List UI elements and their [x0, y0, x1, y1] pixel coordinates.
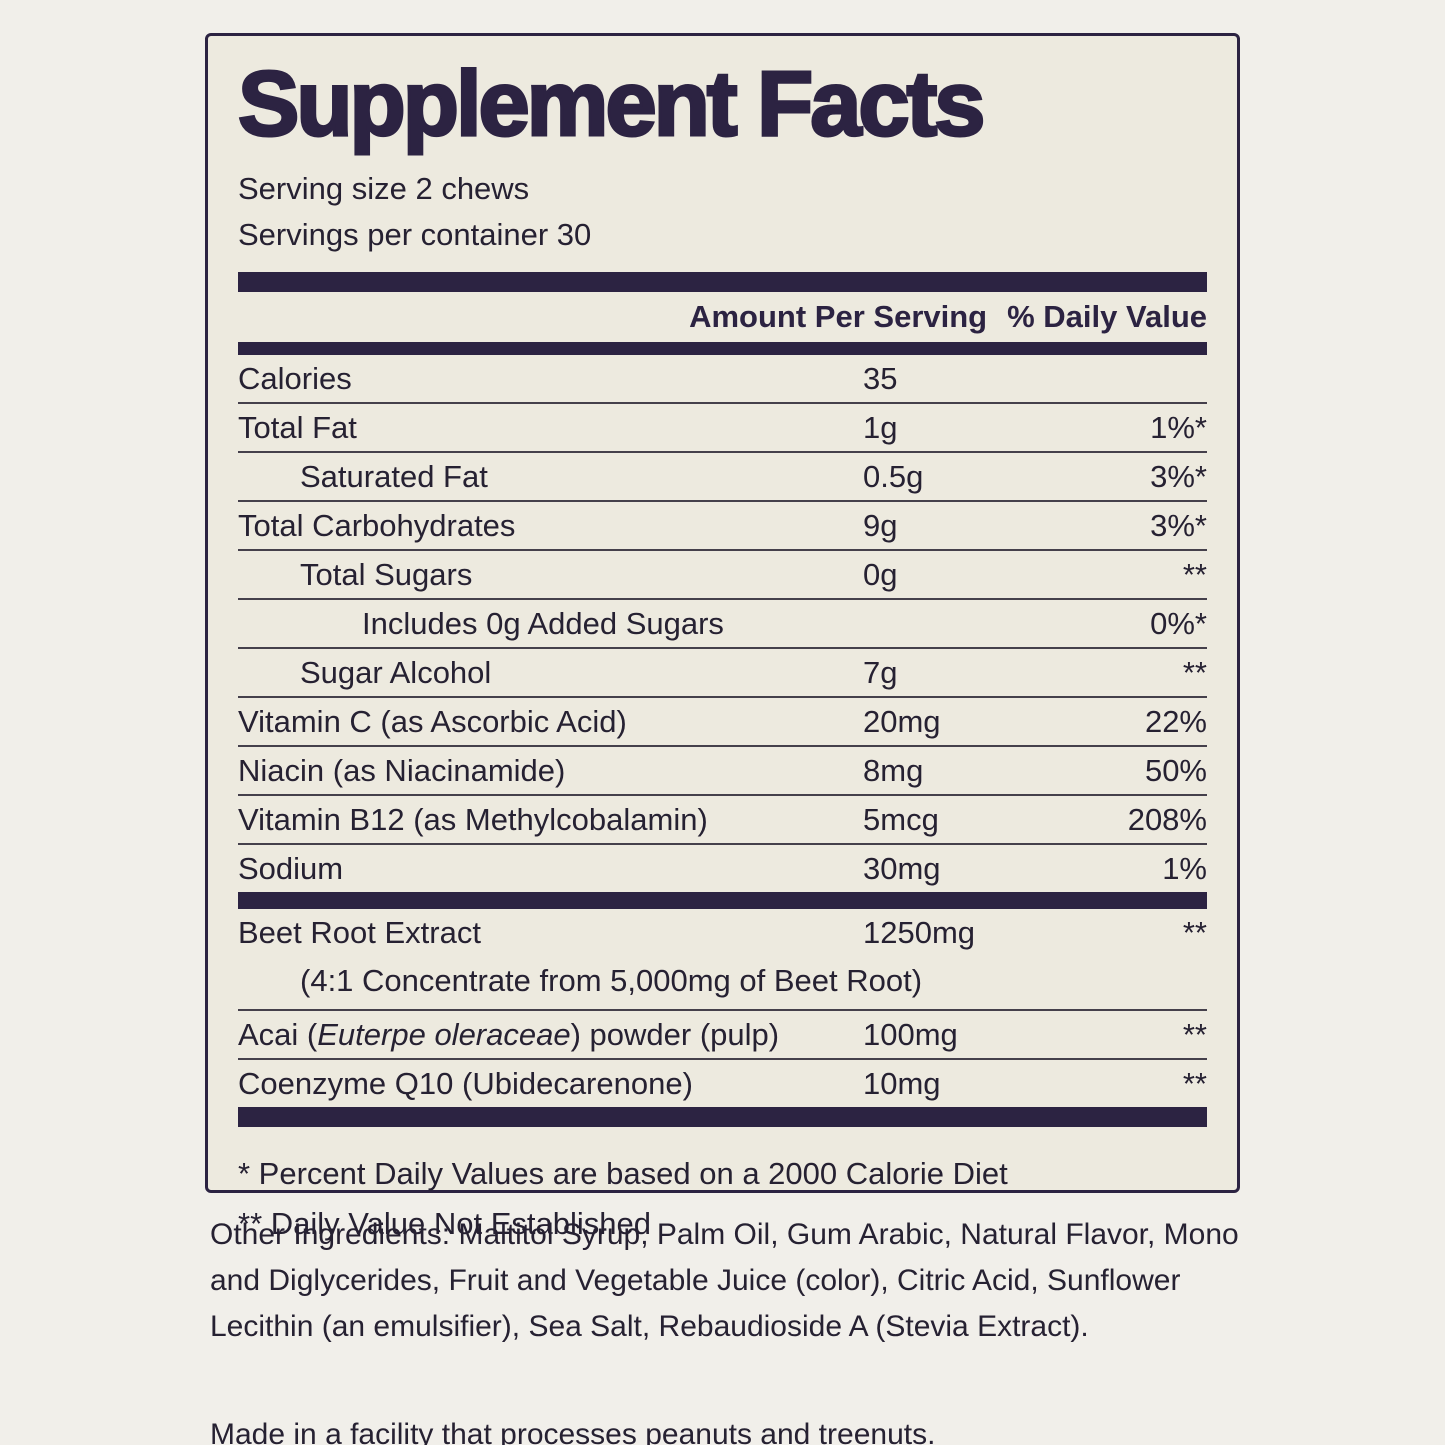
- table-row-vitamin-c: Vitamin C (as Ascorbic Acid) 20mg 22%: [238, 698, 1207, 747]
- nutrient-amount: 20mg: [863, 704, 941, 739]
- nutrient-dv: **: [1182, 915, 1207, 950]
- nutrient-dv: **: [1182, 1017, 1207, 1052]
- nutrient-dv: 208%: [1127, 802, 1207, 837]
- nutrient-name: Total Sugars: [300, 557, 473, 592]
- footnote-not-established: ** Daily Value Not Established: [238, 1206, 651, 1241]
- divider-bar-top: [238, 272, 1207, 292]
- table-row-calories: Calories 35: [238, 355, 1207, 404]
- nutrient-dv: **: [1182, 1066, 1207, 1101]
- nutrient-name: Includes 0g Added Sugars: [362, 606, 724, 641]
- acai-suffix: ) powder (pulp): [570, 1017, 780, 1052]
- servings-per-container: Servings per container 30: [238, 217, 592, 252]
- table-row-saturated-fat: Saturated Fat 0.5g 3%*: [238, 453, 1207, 502]
- table-row-total-fat: Total Fat 1g 1%*: [238, 404, 1207, 453]
- supplement-facts-panel: Supplement Facts Serving size 2 chews Se…: [205, 33, 1240, 1241]
- other-ingredients-text: Other Ingredients: Maltitol Syrup, Palm …: [210, 1218, 1239, 1343]
- nutrient-dv: 3%*: [1150, 508, 1207, 543]
- allergen-statement: Made in a facility that processes peanut…: [210, 1418, 936, 1445]
- acai-binomial: Euterpe oleraceae: [317, 1017, 571, 1052]
- nutrient-amount: 0g: [863, 557, 898, 592]
- serving-size: Serving size 2 chews: [238, 171, 530, 206]
- nutrient-dv: 3%*: [1150, 459, 1207, 494]
- nutrient-amount: 9g: [863, 508, 898, 543]
- nutrient-name: Acai (Euterpe oleraceae) powder (pulp): [238, 1011, 779, 1058]
- nutrient-dv: 22%: [1144, 704, 1207, 739]
- divider-bar-bottom: [238, 1107, 1207, 1127]
- divider-bar-header: [238, 342, 1207, 355]
- column-header-row: Amount Per Serving % Daily Value: [238, 292, 1207, 342]
- beet-concentrate-note: (4:1 Concentrate from 5,000mg of Beet Ro…: [300, 963, 923, 998]
- table-row-niacin: Niacin (as Niacinamide) 8mg 50%: [238, 747, 1207, 796]
- nutrient-amount: 8mg: [863, 753, 924, 788]
- nutrient-amount: 0.5g: [863, 459, 924, 494]
- table-row-added-sugars: Includes 0g Added Sugars 0%*: [238, 600, 1207, 649]
- panel-title: Supplement Facts: [237, 53, 987, 155]
- table-row-coq10: Coenzyme Q10 (Ubidecarenone) 10mg **: [238, 1060, 1207, 1107]
- table-row-sodium: Sodium 30mg 1%: [238, 845, 1207, 892]
- nutrient-name: Niacin (as Niacinamide): [238, 753, 566, 788]
- table-row-acai: Acai (Euterpe oleraceae) powder (pulp) 1…: [238, 1011, 1207, 1060]
- column-header-amount: Amount Per Serving: [689, 299, 988, 334]
- table-row-vitamin-b12: Vitamin B12 (as Methylcobalamin) 5mcg 20…: [238, 796, 1207, 845]
- nutrient-name: Coenzyme Q10 (Ubidecarenone): [238, 1066, 693, 1101]
- below-panel-text: Other Ingredients: Maltitol Syrup, Palm …: [210, 1212, 1270, 1445]
- nutrient-dv: 1%*: [1150, 410, 1207, 445]
- nutrient-dv: 0%*: [1150, 606, 1207, 641]
- nutrient-amount: 7g: [863, 655, 898, 690]
- nutrient-name: Calories: [238, 361, 352, 396]
- nutrient-name: Saturated Fat: [300, 459, 488, 494]
- nutrient-name: Sodium: [238, 851, 344, 886]
- acai-prefix: Acai (: [238, 1017, 318, 1052]
- nutrient-name: Sugar Alcohol: [300, 655, 492, 690]
- nutrient-amount: 5mcg: [863, 802, 939, 837]
- serving-info: Serving size 2 chews Servings per contai…: [238, 166, 1207, 258]
- table-row-total-sugars: Total Sugars 0g **: [238, 551, 1207, 600]
- nutrient-amount: 30mg: [863, 851, 941, 886]
- nutrient-amount: 35: [863, 361, 898, 396]
- nutrient-dv: **: [1182, 557, 1207, 592]
- nutrient-amount: 10mg: [863, 1066, 941, 1101]
- nutrient-name: Vitamin C (as Ascorbic Acid): [238, 704, 627, 739]
- footnote-daily-values: * Percent Daily Values are based on a 20…: [238, 1156, 1008, 1191]
- nutrient-name: Beet Root Extract: [238, 915, 481, 950]
- footnotes: * Percent Daily Values are based on a 20…: [238, 1149, 1207, 1249]
- nutrient-name: Total Carbohydrates: [238, 508, 516, 543]
- table-row-beet-root: Beet Root Extract 1250mg ** (4:1 Concent…: [238, 909, 1207, 1011]
- nutrient-amount: 1250mg: [863, 915, 976, 950]
- table-row-total-carbohydrates: Total Carbohydrates 9g 3%*: [238, 502, 1207, 551]
- nutrient-amount: 1g: [863, 410, 898, 445]
- nutrient-dv: 50%: [1144, 753, 1207, 788]
- nutrient-amount: 100mg: [863, 1017, 958, 1052]
- nutrient-dv: **: [1182, 655, 1207, 690]
- nutrient-name: Total Fat: [238, 410, 357, 445]
- table-row-sugar-alcohol: Sugar Alcohol 7g **: [238, 649, 1207, 698]
- divider-bar-middle: [238, 892, 1207, 909]
- nutrient-table: Calories 35 Total Fat 1g 1%* Saturated F…: [238, 355, 1207, 892]
- nutrient-dv: 1%: [1162, 851, 1207, 886]
- nutrient-name: Vitamin B12 (as Methylcobalamin): [238, 802, 708, 837]
- column-header-daily-value: % Daily Value: [1007, 299, 1207, 334]
